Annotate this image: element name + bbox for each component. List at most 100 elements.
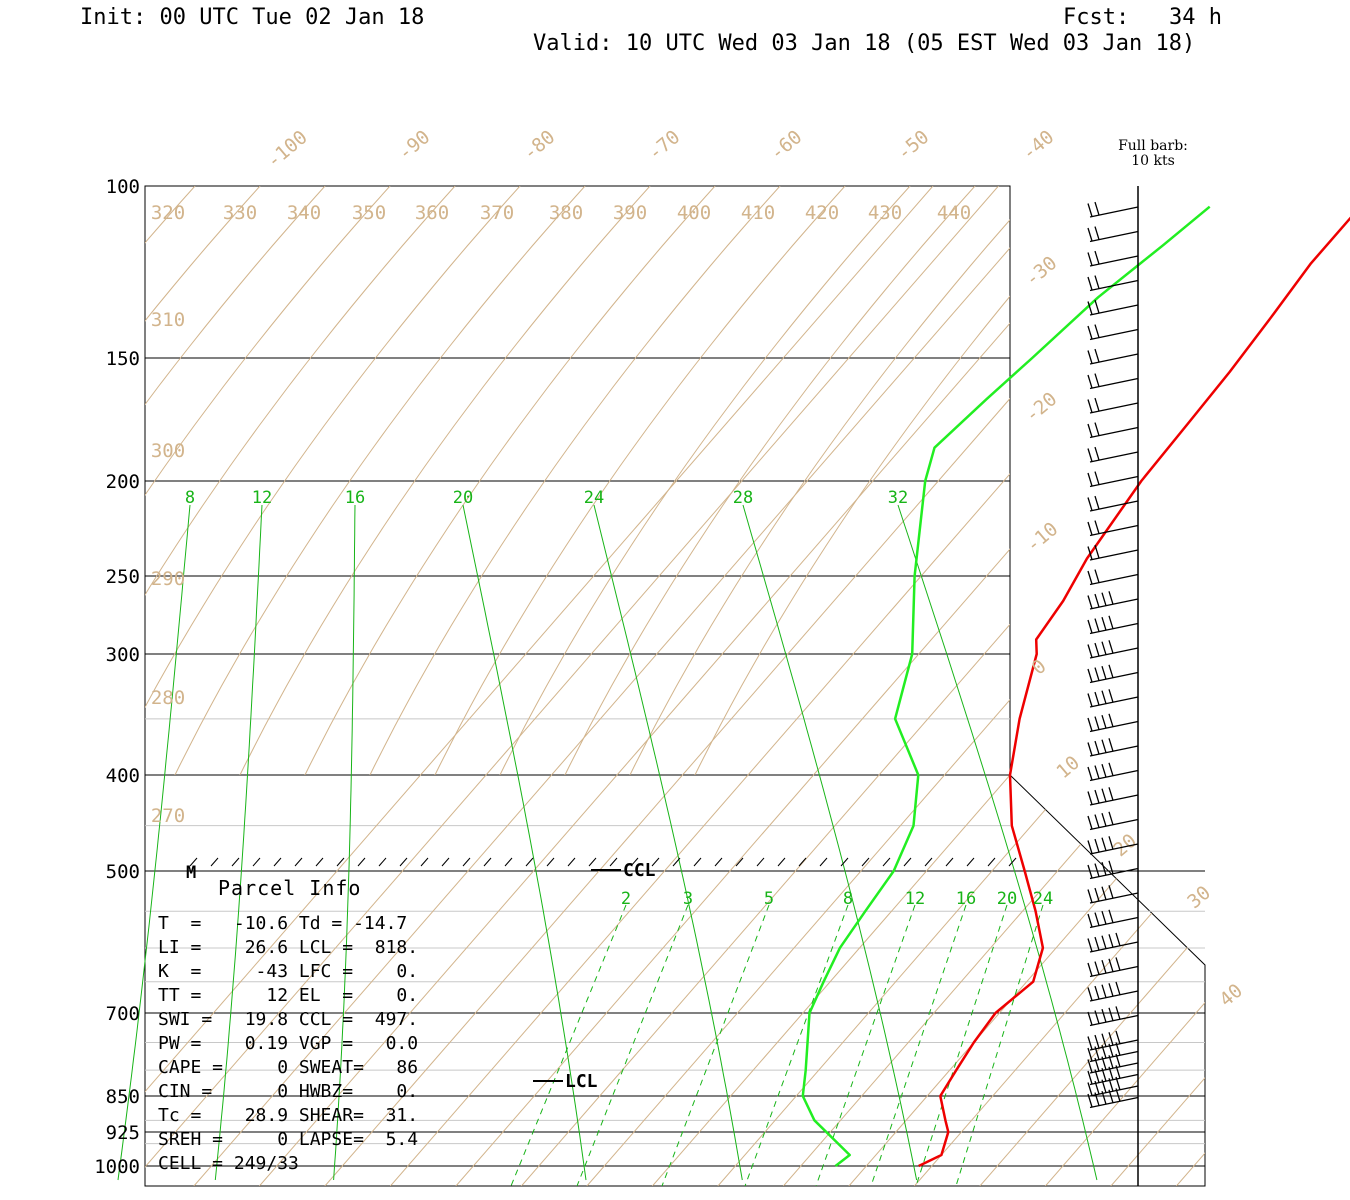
dry-adiabat-8	[239, 186, 651, 775]
barb-shaft	[1089, 353, 1139, 365]
isotherm-lower-10	[979, 775, 1205, 1186]
parcel-info-line: CAPE = 0 SWEAT= 86	[158, 1057, 419, 1078]
hatch-mark	[651, 857, 660, 867]
barb-feather	[1101, 837, 1107, 851]
dry-adiabat-14	[629, 219, 1010, 775]
barb-feather	[1087, 1059, 1093, 1073]
theta-label-380: 380	[549, 202, 583, 224]
dry-adiabat-5	[145, 186, 456, 596]
isotherm-60	[1307, 186, 1350, 1186]
barb-feather	[1087, 399, 1093, 413]
mixing-label-20: 20	[453, 488, 473, 508]
hatch-mark	[483, 857, 492, 867]
barb-feather	[1115, 957, 1121, 971]
barb-feather	[1094, 422, 1100, 436]
barb-feather	[1094, 201, 1100, 216]
isotherm-lower-30	[1110, 775, 1205, 1186]
hatch-mark	[756, 857, 765, 867]
barb-feather	[1108, 787, 1114, 801]
barb-feather	[1094, 1092, 1100, 1106]
pressure-label-400: 400	[106, 765, 140, 787]
hatch-mark	[798, 857, 807, 867]
barb-feather	[1094, 397, 1100, 412]
isotherm-lower--130	[145, 775, 934, 1186]
barb-feather	[1094, 1069, 1100, 1083]
barb-feather	[1094, 1080, 1100, 1095]
parcel-info-table: T = -10.6 Td = -14.7 LI = 26.6 LCL = 818.…	[158, 912, 418, 1176]
wind-barb	[1087, 471, 1139, 488]
isotherm-lower-20	[1045, 775, 1205, 1186]
theta-label-300: 300	[151, 440, 185, 462]
barb-feather	[1087, 1047, 1093, 1062]
barb-feather	[1115, 1088, 1121, 1102]
barb-shaft	[1089, 377, 1139, 390]
hatch-mark	[399, 857, 408, 867]
wind-barb	[1087, 324, 1139, 341]
barb-feather	[1108, 934, 1114, 948]
mixing-label-lower-12: 12	[905, 889, 925, 909]
barb-shaft	[1089, 500, 1139, 512]
barb-feather	[1087, 1093, 1093, 1108]
barb-feather	[1087, 913, 1093, 928]
hatch-mark	[861, 857, 870, 867]
wind-barb	[1087, 495, 1139, 512]
wind-barb	[1087, 1065, 1139, 1086]
isotherm--30	[718, 186, 1350, 1186]
barb-feather	[1094, 912, 1100, 926]
barb-shaft	[1089, 230, 1139, 243]
sounding-series	[801, 205, 1350, 1168]
barb-feather	[1115, 932, 1121, 947]
hatch-mark	[588, 857, 597, 867]
isotherm-lower-0	[914, 775, 1205, 1186]
barb-feather	[1087, 938, 1093, 952]
hatch-mark	[546, 857, 555, 867]
moist-adiabat-28	[742, 504, 918, 1181]
isotherm-lower-40	[1176, 775, 1205, 1186]
annotation-ccl: CCL	[623, 860, 656, 881]
barb-shaft	[1089, 769, 1139, 782]
hatch-mark	[378, 857, 387, 867]
barb-legend: Full barb: 10 kts	[1098, 139, 1208, 169]
wind-barb	[1087, 836, 1139, 855]
barb-shaft	[1089, 696, 1139, 708]
barb-shaft	[1089, 524, 1139, 537]
hatch-mark	[189, 857, 198, 867]
barb-shaft	[1089, 794, 1139, 806]
theta-label-360: 360	[415, 202, 449, 224]
barb-shaft	[1089, 1085, 1139, 1097]
barb-feather	[1087, 766, 1093, 781]
barb-feather	[1115, 1065, 1121, 1079]
dry-adiabat-3	[145, 186, 326, 406]
barb-feather	[1101, 1045, 1107, 1059]
mixing-label-lower-3: 3	[683, 889, 693, 909]
wind-barb	[1087, 981, 1139, 1002]
mixing-label-28: 28	[733, 488, 753, 508]
wind-barb	[1087, 738, 1139, 757]
dry-adiabat-0	[0, 186, 130, 1186]
mixing-label-lower-24: 24	[1033, 889, 1053, 909]
barb-feather	[1101, 862, 1107, 876]
barb-feather	[1087, 987, 1093, 1001]
dry-adiabat-4	[145, 186, 391, 496]
lower-frame	[144, 774, 1206, 1187]
barb-feather	[1101, 715, 1107, 729]
barb-shaft	[1089, 622, 1139, 635]
dry-adiabat-9	[304, 186, 716, 775]
barb-feather	[1087, 619, 1093, 634]
theta-label-350: 350	[352, 202, 386, 224]
isotherm--70	[812, 548, 1010, 775]
barb-feather	[1108, 1089, 1114, 1103]
barb-feather	[1087, 1070, 1093, 1085]
barb-feather	[1087, 717, 1093, 732]
barb-shaft	[1089, 475, 1139, 488]
wind-barb	[1087, 520, 1139, 537]
wind-barb	[1087, 909, 1139, 929]
wind-barb	[1087, 885, 1139, 904]
barb-feather	[1108, 762, 1114, 776]
barb-feather	[1087, 227, 1093, 242]
mixing-ratio-16	[870, 904, 967, 1186]
barb-feather	[1087, 644, 1093, 658]
pressure-label-300: 300	[106, 644, 140, 666]
hatch-mark	[336, 857, 345, 867]
wind-barb	[1087, 226, 1139, 243]
